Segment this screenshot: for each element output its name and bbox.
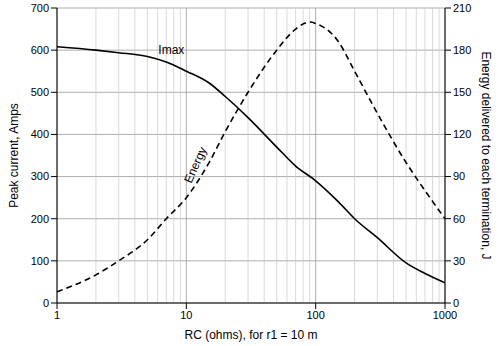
svg-text:180: 180 [453,44,471,56]
svg-text:200: 200 [31,213,49,225]
svg-text:300: 300 [31,170,49,182]
svg-text:0: 0 [43,297,49,309]
svg-text:210: 210 [453,2,471,14]
svg-text:Peak current, Amps: Peak current, Amps [8,103,21,208]
svg-text:100: 100 [306,309,324,321]
svg-text:10: 10 [180,309,192,321]
svg-text:150: 150 [453,86,471,98]
svg-text:1: 1 [54,309,60,321]
svg-text:0: 0 [453,297,459,309]
svg-text:120: 120 [453,128,471,140]
svg-text:100: 100 [31,255,49,267]
svg-text:Energy: Energy [181,145,209,185]
svg-text:1000: 1000 [433,309,457,321]
svg-text:Energy delivered to each termi: Energy delivered to each termination, J [479,51,492,259]
svg-text:700: 700 [31,2,49,14]
svg-text:500: 500 [31,86,49,98]
svg-text:90: 90 [453,170,465,182]
svg-text:Imax: Imax [158,43,184,57]
svg-text:400: 400 [31,128,49,140]
svg-text:600: 600 [31,44,49,56]
svg-text:30: 30 [453,255,465,267]
svg-text:RC (ohms), for r1 = 10 m: RC (ohms), for r1 = 10 m [184,328,317,342]
svg-text:60: 60 [453,213,465,225]
